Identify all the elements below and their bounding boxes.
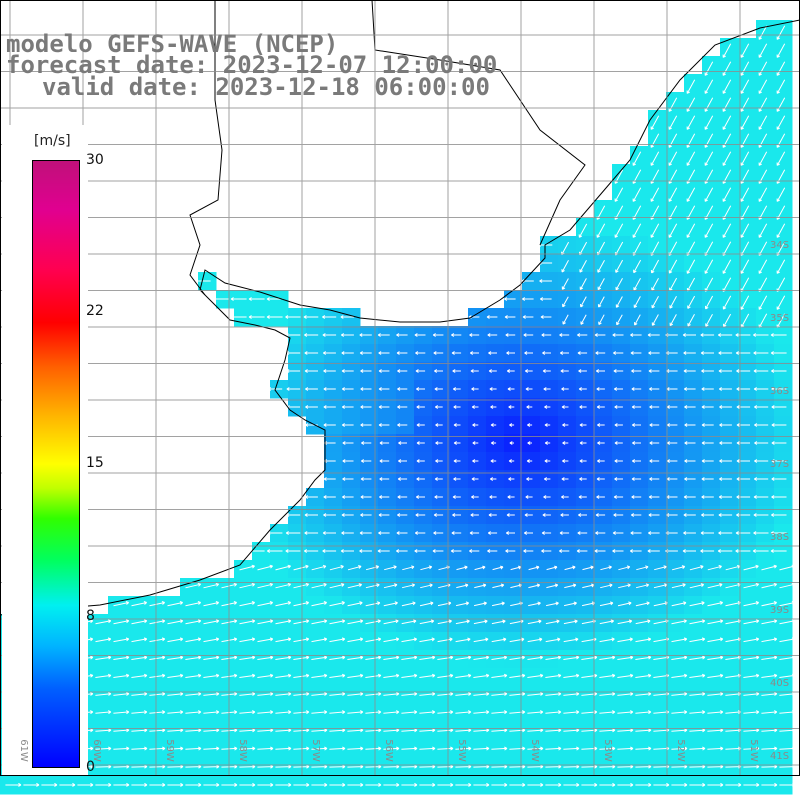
- lon-label: 54W: [528, 739, 540, 762]
- lon-label: 59W: [163, 739, 175, 762]
- lon-label: 56W: [382, 739, 394, 762]
- lat-label: 36S: [770, 386, 790, 397]
- lon-label: 55W: [455, 739, 467, 762]
- lon-label: 51W: [747, 739, 759, 762]
- colorbar-tick-8: 8: [86, 608, 95, 624]
- colorbar: [32, 160, 80, 768]
- colorbar-tick-22: 22: [86, 303, 104, 319]
- lon-label: 61W: [17, 739, 29, 762]
- wind-arrows: [5, 25, 796, 787]
- lat-label: 38S: [770, 532, 790, 543]
- valid-date: valid date: 2023-12-18 06:00:00: [42, 73, 490, 101]
- lat-label: 34S: [770, 240, 790, 251]
- lon-label: 60W: [90, 739, 102, 762]
- lon-label: 52W: [674, 739, 686, 762]
- lat-label: 40S: [770, 678, 790, 689]
- colorbar-tick-15: 15: [86, 455, 104, 471]
- lon-label: 58W: [236, 739, 248, 762]
- model-title: modelo GEFS-WAVE (NCEP): [6, 30, 339, 58]
- forecast-date: forecast date: 2023-12-07 12:00:00: [6, 51, 498, 79]
- coastline: [0, 19, 800, 616]
- lat-label: 39S: [770, 605, 790, 616]
- lat-label: 41S: [770, 751, 790, 762]
- lon-label: 57W: [309, 739, 321, 762]
- border-line: [371, 0, 586, 246]
- lat-label: 35S: [770, 313, 790, 324]
- colorbar-tick-0: 0: [86, 759, 95, 775]
- colorbar-tick-30: 30: [86, 152, 104, 168]
- colorbar-unit-label: [m/s]: [34, 133, 71, 149]
- lon-label: 53W: [601, 739, 613, 762]
- lat-label: 37S: [770, 459, 790, 470]
